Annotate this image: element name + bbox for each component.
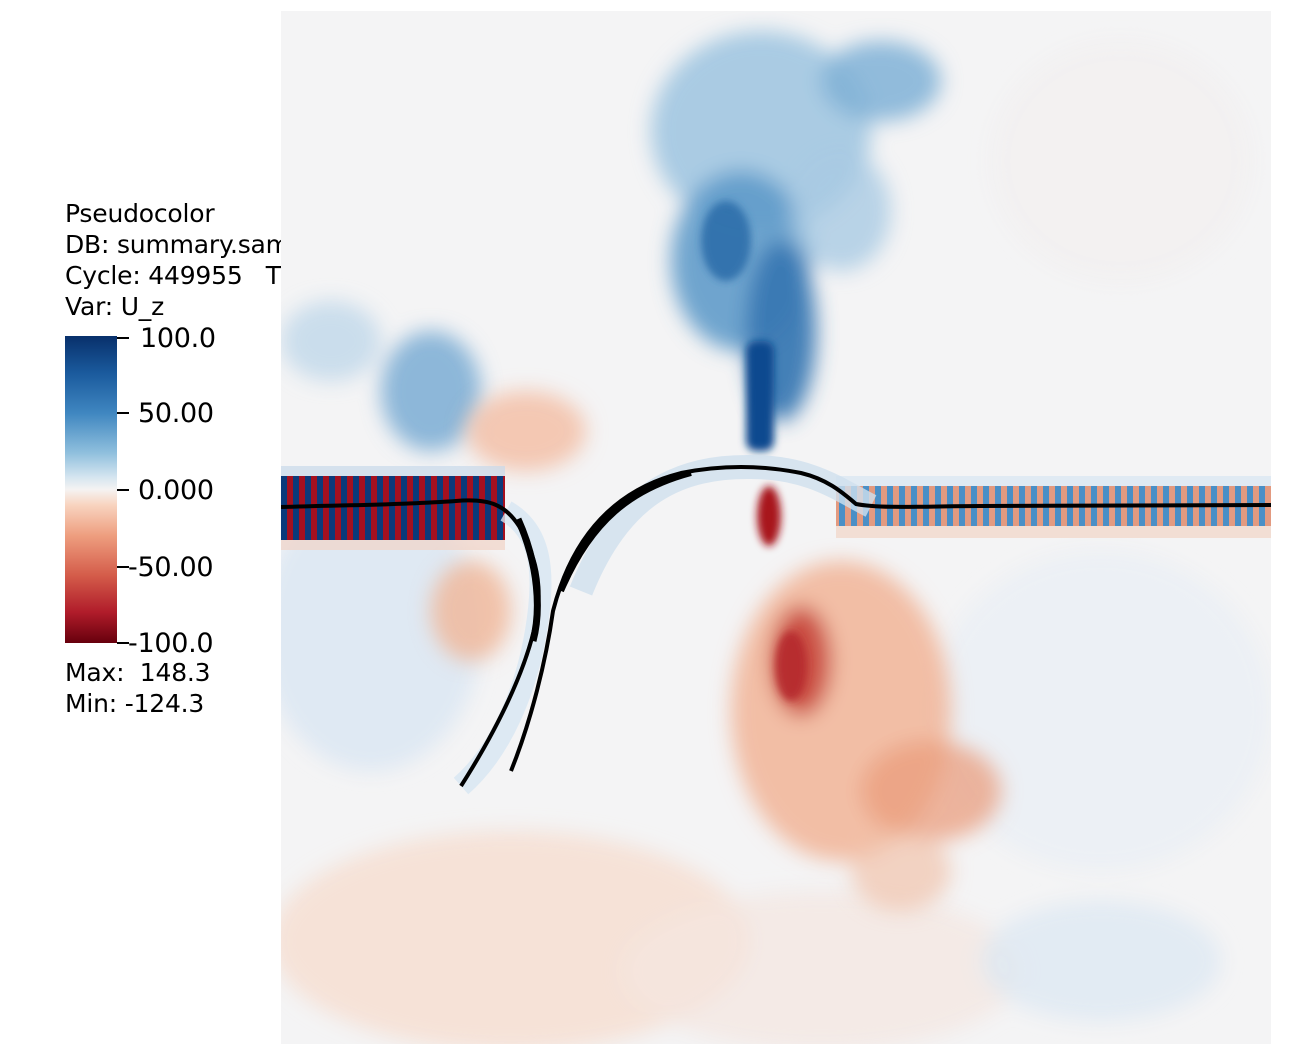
left-stripe-band	[281, 476, 505, 540]
colorbar-tick	[117, 337, 129, 339]
colorbar	[65, 336, 117, 643]
colorbar-label-min: -100.0	[128, 628, 214, 659]
colorbar-tick	[117, 642, 129, 644]
legend-plot-type: Pseudocolor	[65, 199, 215, 228]
positive-plume	[651, 31, 941, 421]
legend-max-value: Max: 148.3	[65, 658, 211, 687]
interface-lines	[281, 465, 1271, 788]
colorbar-label-0: 0.000	[138, 475, 214, 506]
positive-left	[281, 301, 481, 451]
colorbar-label-neg50: -50.00	[128, 552, 214, 583]
colorbar-label-max: 100.0	[140, 323, 216, 354]
colorbar-tick	[117, 566, 129, 568]
pseudocolor-plot	[281, 11, 1271, 1044]
colorbar-tick	[117, 489, 129, 491]
legend-variable: Var: U_z	[65, 292, 165, 321]
field-background-tint	[281, 41, 1271, 1044]
colorbar-tick	[117, 412, 129, 414]
legend-min-value: Min: -124.3	[65, 689, 205, 718]
positive-core	[701, 201, 774, 451]
negative-core	[757, 486, 807, 701]
colorbar-label-50: 50.00	[138, 398, 214, 429]
pseudocolor-field	[281, 31, 1271, 1044]
